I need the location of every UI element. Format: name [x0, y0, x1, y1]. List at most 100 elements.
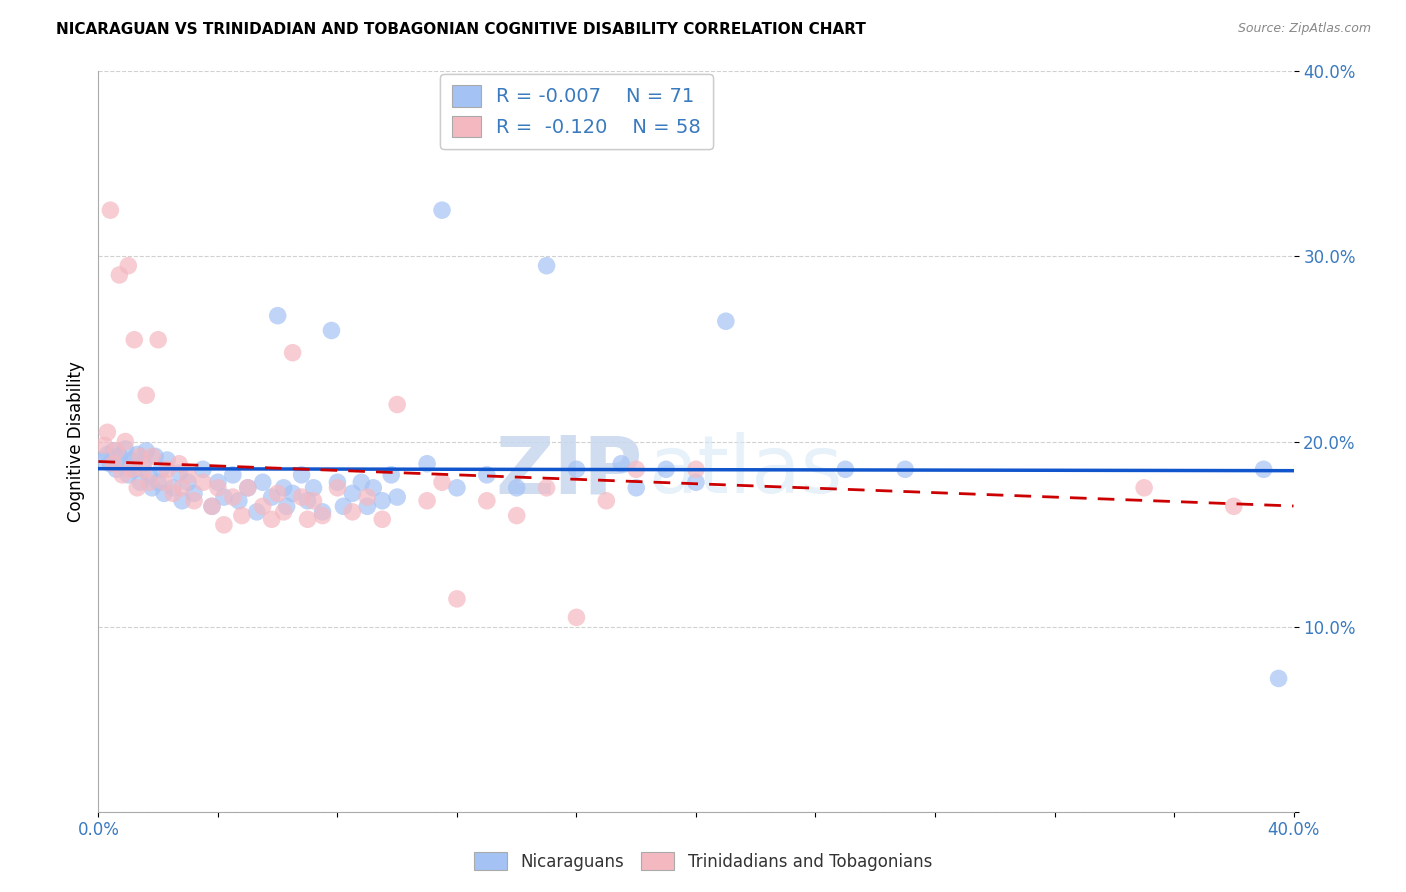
Point [117, 259, 139, 273]
Point [246, 505, 269, 519]
Text: Source: ZipAtlas.com: Source: ZipAtlas.com [1237, 22, 1371, 36]
Point [120, 462, 142, 476]
Point [356, 490, 378, 504]
Point [222, 490, 245, 504]
Point [506, 508, 529, 523]
Point [150, 462, 173, 476]
Point [350, 475, 373, 490]
Point [124, 462, 146, 476]
Point [207, 481, 229, 495]
Point [332, 500, 354, 514]
Point [201, 500, 224, 514]
Point [222, 467, 245, 482]
Point [430, 475, 453, 490]
Point [183, 493, 205, 508]
Point [385, 490, 409, 504]
Point [103, 457, 125, 471]
Point [135, 443, 157, 458]
Point [291, 490, 314, 504]
Point [156, 462, 179, 476]
Point [565, 610, 588, 624]
Point [595, 493, 617, 508]
Point [138, 475, 160, 490]
Point [167, 466, 190, 480]
Point [655, 462, 678, 476]
Point [183, 486, 205, 500]
Point [132, 457, 155, 471]
Point [103, 443, 125, 458]
Point [114, 434, 136, 449]
Point [228, 493, 250, 508]
Point [143, 450, 166, 464]
Point [96, 448, 118, 462]
Point [626, 481, 648, 495]
Point [231, 508, 253, 523]
Point [475, 493, 498, 508]
Point [610, 457, 633, 471]
Point [124, 333, 146, 347]
Point [252, 475, 274, 490]
Point [302, 481, 325, 495]
Point [1133, 481, 1156, 495]
Point [212, 490, 235, 504]
Point [685, 475, 707, 490]
Point [273, 505, 295, 519]
Point [506, 481, 529, 495]
Point [267, 486, 290, 500]
Point [114, 442, 136, 456]
Text: atlas: atlas [648, 432, 842, 510]
Point [172, 481, 194, 495]
Point [138, 467, 160, 482]
Point [111, 457, 134, 471]
Point [1223, 500, 1246, 514]
Point [281, 486, 304, 500]
Point [446, 591, 468, 606]
Point [162, 486, 184, 500]
Point [685, 462, 707, 476]
Point [565, 462, 588, 476]
Point [260, 490, 283, 504]
Point [342, 486, 364, 500]
Point [129, 450, 152, 464]
Point [714, 314, 737, 328]
Point [153, 475, 176, 490]
Point [167, 457, 190, 471]
Point [894, 462, 917, 476]
Point [326, 475, 349, 490]
Point [93, 438, 115, 452]
Point [273, 481, 295, 495]
Point [1253, 462, 1275, 476]
Point [236, 481, 259, 495]
Point [191, 462, 214, 476]
Point [105, 443, 128, 458]
Point [446, 481, 468, 495]
Point [162, 481, 184, 495]
Point [371, 512, 394, 526]
Legend: Nicaraguans, Trinidadians and Tobagonians: Nicaraguans, Trinidadians and Tobagonian… [465, 844, 941, 880]
Point [127, 448, 149, 462]
Point [326, 481, 349, 495]
Point [311, 508, 333, 523]
Point [127, 481, 149, 495]
Y-axis label: Cognitive Disability: Cognitive Disability [66, 361, 84, 522]
Point [536, 259, 558, 273]
Point [276, 500, 298, 514]
Point [281, 345, 304, 359]
Point [475, 467, 498, 482]
Legend: R = -0.007    N = 71, R =  -0.120    N = 58: R = -0.007 N = 71, R = -0.120 N = 58 [440, 74, 713, 149]
Point [201, 500, 224, 514]
Point [321, 324, 343, 338]
Point [430, 203, 453, 218]
Point [108, 268, 131, 282]
Point [356, 500, 378, 514]
Point [148, 475, 170, 490]
Point [291, 467, 314, 482]
Point [385, 398, 409, 412]
Point [236, 481, 259, 495]
Point [536, 481, 558, 495]
Point [297, 493, 319, 508]
Point [96, 425, 118, 440]
Point [342, 505, 364, 519]
Point [371, 493, 394, 508]
Point [108, 450, 131, 464]
